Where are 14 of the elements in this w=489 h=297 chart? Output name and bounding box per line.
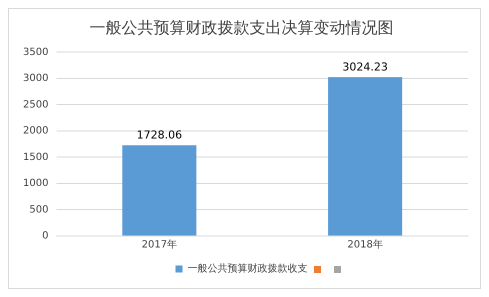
x-tick-label: 2018年 [347,238,383,251]
y-tick-label: 2000 [22,126,48,137]
legend-label: 一般公共预算财政拨款收支 [188,262,308,275]
x-tick-label: 2017年 [142,238,178,251]
y-tick-label: 500 [29,204,48,216]
y-tick-label: 1000 [22,178,48,190]
y-tick-label: 3000 [22,73,48,84]
data-label: 3024.23 [342,60,388,74]
y-tick-label: 0 [42,230,48,242]
y-tick-label: 1500 [22,152,48,163]
data-label: 1728.06 [136,128,182,142]
y-tick-label: 2500 [22,99,48,110]
y-tick-label: 3500 [22,46,48,58]
chart-title: 一般公共预算财政拨款支出决算变动情况图 [90,18,394,37]
